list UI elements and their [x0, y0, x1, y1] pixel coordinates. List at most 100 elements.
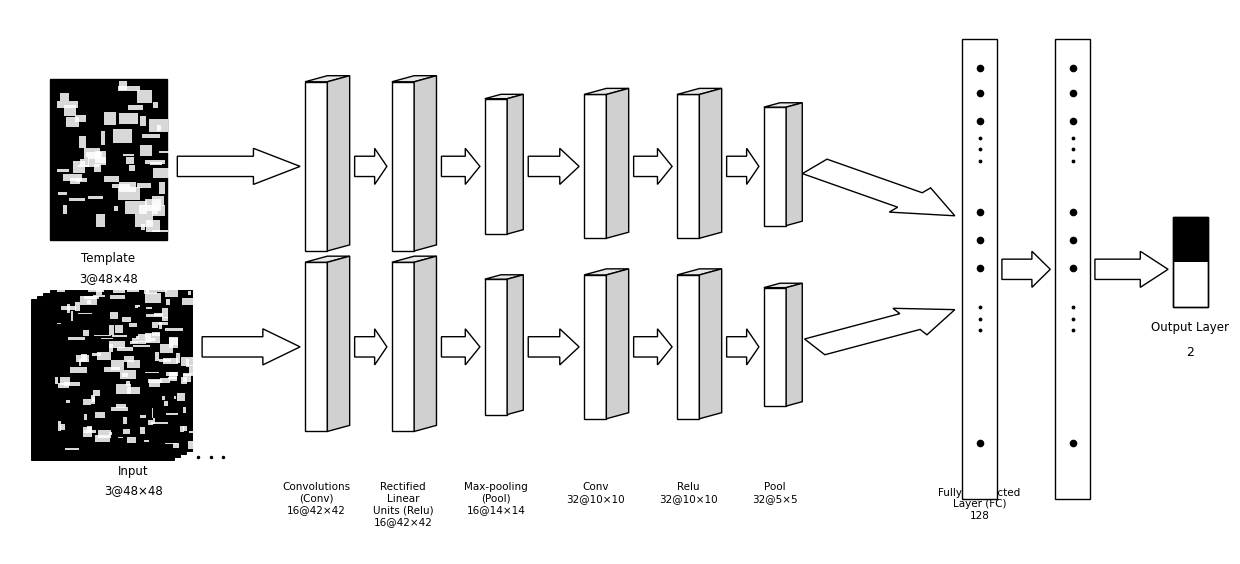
Polygon shape — [140, 116, 146, 126]
Polygon shape — [485, 275, 523, 279]
Polygon shape — [151, 322, 157, 328]
Polygon shape — [180, 426, 184, 432]
Polygon shape — [146, 314, 161, 317]
Polygon shape — [117, 384, 131, 394]
Polygon shape — [118, 347, 134, 351]
Polygon shape — [156, 125, 161, 131]
Polygon shape — [153, 169, 169, 178]
Polygon shape — [88, 157, 105, 165]
Bar — [37, 296, 180, 457]
Polygon shape — [136, 305, 140, 307]
Bar — [43, 293, 186, 454]
Polygon shape — [153, 332, 160, 336]
Polygon shape — [162, 308, 167, 318]
Polygon shape — [139, 205, 157, 214]
Polygon shape — [62, 205, 67, 214]
Polygon shape — [88, 196, 103, 199]
Polygon shape — [634, 148, 672, 184]
Polygon shape — [109, 432, 113, 435]
Polygon shape — [130, 341, 145, 345]
Polygon shape — [57, 290, 64, 292]
Polygon shape — [176, 353, 180, 363]
Polygon shape — [392, 256, 436, 262]
Bar — [50, 290, 192, 451]
Polygon shape — [181, 377, 187, 385]
Polygon shape — [97, 352, 112, 360]
Polygon shape — [202, 329, 300, 365]
Polygon shape — [84, 148, 100, 160]
Polygon shape — [677, 94, 699, 239]
Polygon shape — [95, 435, 110, 442]
Polygon shape — [1002, 251, 1050, 287]
Polygon shape — [606, 89, 629, 239]
Polygon shape — [584, 275, 606, 418]
Text: Template: Template — [82, 252, 135, 265]
Polygon shape — [392, 82, 414, 251]
Bar — [1173, 217, 1208, 307]
Polygon shape — [118, 356, 130, 357]
Polygon shape — [167, 377, 177, 379]
Text: Conv
32@10×10: Conv 32@10×10 — [565, 482, 625, 504]
Polygon shape — [109, 344, 113, 352]
Polygon shape — [97, 287, 103, 296]
Polygon shape — [485, 99, 507, 234]
Polygon shape — [157, 283, 167, 292]
Polygon shape — [125, 381, 130, 386]
Polygon shape — [145, 372, 159, 373]
Polygon shape — [182, 407, 186, 413]
Polygon shape — [160, 378, 170, 384]
Polygon shape — [145, 333, 160, 343]
Polygon shape — [507, 275, 523, 415]
Polygon shape — [159, 359, 171, 362]
Polygon shape — [153, 102, 159, 108]
Polygon shape — [164, 401, 169, 406]
Polygon shape — [166, 372, 179, 376]
Polygon shape — [149, 420, 153, 425]
Polygon shape — [112, 184, 130, 188]
Bar — [50, 79, 167, 240]
Polygon shape — [117, 404, 126, 408]
Polygon shape — [95, 151, 105, 163]
Polygon shape — [157, 322, 167, 325]
Text: Relu
32@10×10: Relu 32@10×10 — [658, 482, 718, 504]
Polygon shape — [135, 305, 138, 308]
Polygon shape — [159, 323, 161, 329]
Polygon shape — [66, 448, 79, 450]
Polygon shape — [149, 119, 167, 132]
Polygon shape — [83, 428, 92, 437]
Polygon shape — [61, 306, 76, 310]
Polygon shape — [87, 426, 92, 433]
Polygon shape — [764, 283, 802, 288]
Polygon shape — [606, 269, 629, 418]
Polygon shape — [764, 107, 786, 226]
Polygon shape — [441, 148, 480, 184]
Bar — [1173, 217, 1208, 262]
Polygon shape — [94, 164, 100, 172]
Polygon shape — [77, 355, 89, 362]
Polygon shape — [57, 169, 69, 171]
Polygon shape — [71, 178, 81, 184]
Polygon shape — [148, 380, 161, 382]
Polygon shape — [83, 330, 89, 336]
Polygon shape — [83, 399, 91, 405]
Polygon shape — [188, 441, 202, 449]
Polygon shape — [113, 129, 131, 143]
Polygon shape — [802, 159, 955, 216]
Polygon shape — [139, 334, 151, 342]
Polygon shape — [162, 395, 165, 400]
Polygon shape — [145, 293, 161, 303]
Polygon shape — [126, 437, 136, 443]
Polygon shape — [677, 275, 699, 418]
Polygon shape — [118, 187, 140, 200]
Polygon shape — [118, 437, 123, 438]
Text: 3@48×48: 3@48×48 — [104, 484, 162, 497]
Polygon shape — [184, 373, 191, 382]
Text: Max-pooling
(Pool)
16@14×14: Max-pooling (Pool) 16@14×14 — [464, 482, 528, 515]
Polygon shape — [145, 199, 161, 211]
Polygon shape — [84, 414, 87, 420]
Polygon shape — [150, 162, 162, 165]
Polygon shape — [120, 370, 136, 379]
Polygon shape — [169, 372, 177, 381]
Polygon shape — [133, 338, 138, 343]
Polygon shape — [93, 390, 100, 396]
